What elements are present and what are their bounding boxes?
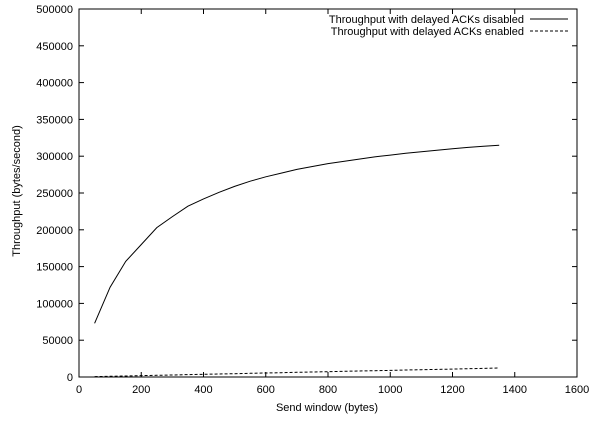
y-tick-label: 250000 (36, 188, 73, 200)
legend: Throughput with delayed ACKs disabledThr… (329, 14, 568, 38)
x-axis-title: Send window (bytes) (276, 402, 378, 414)
x-tick-label: 1200 (440, 384, 464, 396)
x-tick-label: 0 (76, 384, 82, 396)
y-tick-label: 50000 (42, 335, 73, 347)
y-tick-label: 100000 (36, 298, 73, 310)
x-tick-label: 400 (194, 384, 212, 396)
series-line-2 (94, 367, 500, 378)
plot-frame (78, 8, 578, 378)
series-line-1 (94, 144, 500, 324)
x-tick-label: 1400 (503, 384, 527, 396)
y-tick-label: 450000 (36, 41, 73, 53)
series-lines (94, 144, 500, 378)
x-tick-label: 200 (132, 384, 150, 396)
y-tick-label: 200000 (36, 225, 73, 237)
y-tick-label: 400000 (36, 78, 73, 90)
legend-label-1: Throughput with delayed ACKs disabled (329, 14, 524, 26)
y-tick-label: 0 (67, 372, 73, 384)
y-axis-title: Throughput (bytes/second) (11, 125, 23, 256)
x-tick-label: 600 (257, 384, 275, 396)
x-tick-label: 1600 (565, 384, 589, 396)
x-tick-label: 800 (319, 384, 337, 396)
y-axis-ticks: 0 50000 100000 150000 200000 250000 300000 3500… (36, 4, 577, 384)
y-tick-label: 500000 (36, 4, 73, 16)
y-tick-label: 150000 (36, 262, 73, 274)
y-tick-label: 350000 (36, 114, 73, 126)
plot-border (78, 8, 578, 378)
legend-label-2: Throughput with delayed ACKs enabled (331, 26, 524, 38)
x-tick-label: 1000 (378, 384, 402, 396)
x-axis-ticks: 0 200 400 600 800 1000 1200 1400 1600 (76, 9, 589, 396)
y-tick-label: 300000 (36, 151, 73, 163)
